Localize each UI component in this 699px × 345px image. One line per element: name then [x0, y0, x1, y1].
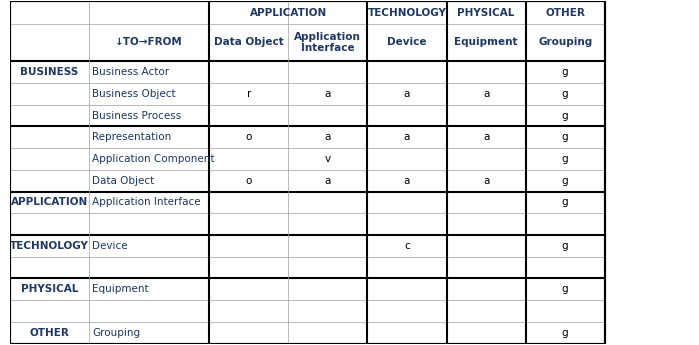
- Text: APPLICATION: APPLICATION: [250, 8, 327, 18]
- Text: g: g: [562, 111, 568, 120]
- Text: Grouping: Grouping: [92, 328, 140, 338]
- Text: a: a: [404, 176, 410, 186]
- Text: g: g: [562, 154, 568, 164]
- Text: Business Actor: Business Actor: [92, 67, 169, 77]
- Text: ↓TO→FROM: ↓TO→FROM: [115, 38, 183, 48]
- Text: Device: Device: [92, 241, 128, 251]
- Text: TECHNOLOGY: TECHNOLOGY: [368, 8, 447, 18]
- Text: g: g: [562, 132, 568, 142]
- Text: g: g: [562, 197, 568, 207]
- Text: g: g: [562, 328, 568, 338]
- Text: a: a: [324, 132, 331, 142]
- Text: Application Component: Application Component: [92, 154, 215, 164]
- Text: OTHER: OTHER: [29, 328, 69, 338]
- Text: APPLICATION: APPLICATION: [10, 197, 88, 207]
- Text: v: v: [325, 154, 331, 164]
- Text: PHYSICAL: PHYSICAL: [20, 284, 78, 294]
- Text: a: a: [483, 132, 489, 142]
- Text: Data Object: Data Object: [214, 38, 284, 48]
- Text: TECHNOLOGY: TECHNOLOGY: [10, 241, 89, 251]
- Text: Representation: Representation: [92, 132, 171, 142]
- Text: r: r: [247, 89, 251, 99]
- Text: c: c: [404, 241, 410, 251]
- Text: Application Interface: Application Interface: [92, 197, 201, 207]
- Text: Grouping: Grouping: [538, 38, 592, 48]
- Text: OTHER: OTHER: [545, 8, 585, 18]
- Text: Data Object: Data Object: [92, 176, 154, 186]
- Text: Device: Device: [387, 38, 426, 48]
- Text: g: g: [562, 89, 568, 99]
- Text: BUSINESS: BUSINESS: [20, 67, 78, 77]
- Polygon shape: [10, 1, 605, 344]
- Text: a: a: [483, 89, 489, 99]
- Text: Business Object: Business Object: [92, 89, 176, 99]
- Text: Equipment: Equipment: [92, 284, 149, 294]
- Text: a: a: [404, 132, 410, 142]
- Text: o: o: [245, 176, 252, 186]
- Text: Business Process: Business Process: [92, 111, 182, 120]
- Text: Application
Interface: Application Interface: [294, 32, 361, 53]
- Text: g: g: [562, 176, 568, 186]
- Text: PHYSICAL: PHYSICAL: [457, 8, 514, 18]
- Text: a: a: [404, 89, 410, 99]
- Text: a: a: [324, 89, 331, 99]
- Text: Equipment: Equipment: [454, 38, 518, 48]
- Text: g: g: [562, 241, 568, 251]
- Text: o: o: [245, 132, 252, 142]
- Text: a: a: [324, 176, 331, 186]
- Text: g: g: [562, 67, 568, 77]
- Text: a: a: [483, 176, 489, 186]
- Text: g: g: [562, 284, 568, 294]
